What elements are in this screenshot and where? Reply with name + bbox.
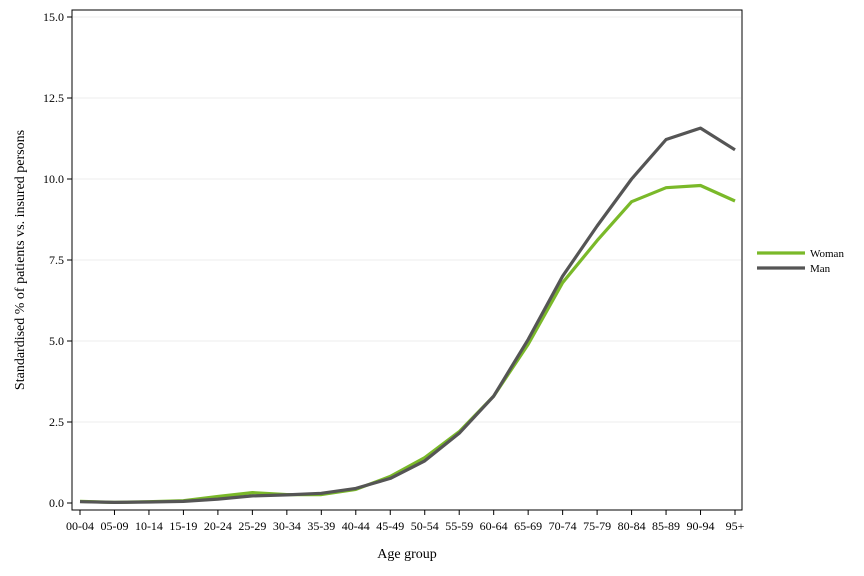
y-tick-label: 0.0: [49, 496, 64, 510]
x-tick-label: 95+: [726, 519, 745, 533]
y-tick-label: 15.0: [43, 10, 64, 24]
y-tick-label: 2.5: [49, 415, 64, 429]
legend-label-man: Man: [810, 263, 831, 275]
legend-label-woman: Woman: [810, 248, 844, 260]
x-tick-label: 15-19: [169, 519, 197, 533]
x-tick-label: 55-59: [445, 519, 473, 533]
axes-layer: 0.0 2.5 5.0 7.5 10.0 12.5 15.0 00-04 05-09 10-14 1…: [43, 10, 745, 533]
grid-layer: [73, 16, 741, 423]
x-tick-label: 10-14: [135, 519, 163, 533]
x-tick-label: 90-94: [687, 519, 715, 533]
series-line-man: [79, 126, 736, 504]
x-tick-label: 45-49: [376, 519, 404, 533]
series-line-woman: [79, 183, 736, 504]
x-tick-label: 60-64: [480, 519, 508, 533]
x-tick-label: 40-44: [342, 519, 370, 533]
x-tick-label: 30-34: [273, 519, 301, 533]
y-tick-label: 5.0: [49, 334, 64, 348]
x-tick-label: 65-69: [514, 519, 542, 533]
y-tick-label: 7.5: [49, 253, 64, 267]
x-tick-label: 80-84: [618, 519, 646, 533]
x-tick-label: 70-74: [549, 519, 577, 533]
x-tick-label: 05-09: [100, 519, 128, 533]
x-axis-title: Age group: [377, 547, 437, 562]
y-axis-title: Standardised % of patients vs. insured p…: [13, 130, 28, 390]
y-tick-label: 10.0: [43, 172, 64, 186]
legend: Woman Man: [757, 248, 844, 275]
y-tick-label: 12.5: [43, 91, 64, 105]
x-tick-label: 25-29: [238, 519, 266, 533]
x-tick-label: 20-24: [204, 519, 232, 533]
x-tick-label: 35-39: [307, 519, 335, 533]
x-tick-label: 75-79: [583, 519, 611, 533]
x-tick-label: 00-04: [66, 519, 94, 533]
x-tick-label: 50-54: [411, 519, 439, 533]
series-layer: [79, 126, 736, 504]
x-tick-label: 85-89: [652, 519, 680, 533]
